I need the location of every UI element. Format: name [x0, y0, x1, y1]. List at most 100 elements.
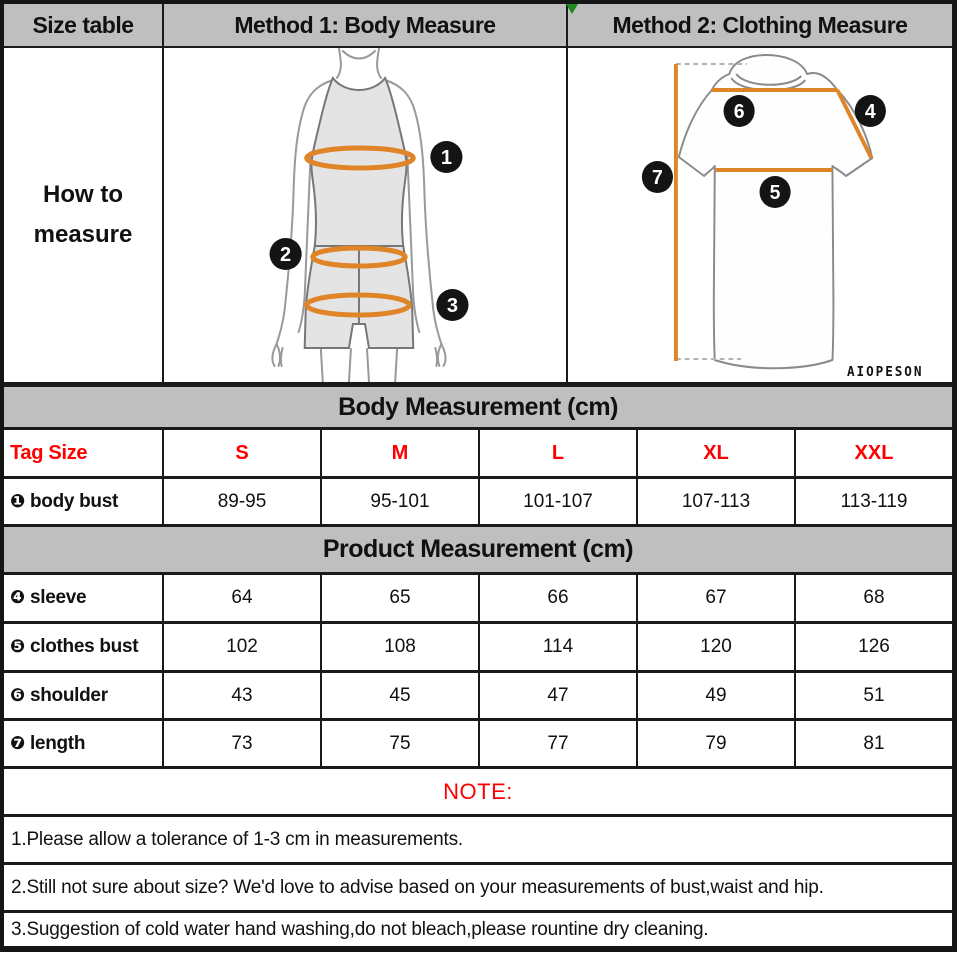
body-measurement-band: Body Measurement (cm) [4, 387, 952, 427]
how-to-measure-cell: How to measure [4, 48, 162, 382]
body-bust-m: 95-101 [322, 479, 478, 524]
size-col-xxl: XXL [796, 430, 952, 476]
marker-2-icon: 2 [269, 238, 302, 270]
tank-top-shape [310, 76, 408, 247]
sleeve-label-cell: ❹ sleeve [4, 575, 162, 621]
note-row-3: 3.Suggestion of cold water hand washing,… [4, 913, 952, 946]
note-title-row: NOTE: [4, 769, 952, 814]
marker-5-icon: 5 [759, 176, 791, 208]
shoulder-m: 45 [322, 673, 478, 718]
shoulder-row: ❻ shoulder 43 45 47 49 51 [4, 673, 952, 718]
marker-7-glyph: ❼ [10, 732, 25, 754]
clothes-bust-m: 108 [322, 624, 478, 670]
method2-title: Method 2: Clothing Measure [612, 11, 908, 38]
measuring-tape-icon [304, 145, 416, 318]
marker-1-icon: 1 [430, 141, 463, 173]
how-to-measure-label: How to measure [33, 181, 133, 248]
body-bust-label-cell: ❶ body bust [4, 479, 162, 524]
clothes-bust-row: ❺ clothes bust 102 108 114 120 126 [4, 624, 952, 670]
marker-7-icon: 7 [641, 161, 673, 193]
note-2-text: 2.Still not sure about size? We'd love t… [11, 876, 824, 898]
shoulder-label-cell: ❻ shoulder [4, 673, 162, 718]
marker-4-icon: 4 [854, 95, 886, 127]
header-method2: Method 2: Clothing Measure [566, 4, 952, 46]
length-xxl: 81 [796, 721, 952, 766]
clothes-bust-l: 114 [480, 624, 636, 670]
length-xl: 79 [638, 721, 794, 766]
shoulder-xl: 49 [638, 673, 794, 718]
clothes-bust-xl: 120 [638, 624, 794, 670]
tag-size-row: Tag Size S M L XL XXL [4, 430, 952, 476]
brand-text: AIOPESON [847, 365, 923, 380]
note-row-2: 2.Still not sure about size? We'd love t… [4, 865, 952, 910]
size-col-l: L [480, 430, 636, 476]
sleeve-m: 65 [322, 575, 478, 621]
sleeve-s: 64 [164, 575, 320, 621]
svg-text:7: 7 [652, 167, 663, 189]
svg-text:4: 4 [865, 101, 876, 123]
clothing-measure-illustration: 6 4 5 7 AIOPESON [568, 48, 952, 382]
body-measurement-title: Body Measurement (cm) [338, 392, 618, 421]
length-label-cell: ❼ length [4, 721, 162, 766]
header-method1: Method 1: Body Measure [164, 4, 566, 46]
marker-6-icon: 6 [723, 95, 755, 127]
shoulder-xxl: 51 [796, 673, 952, 718]
method1-title: Method 1: Body Measure [234, 11, 496, 38]
marker-6-glyph: ❻ [10, 684, 25, 706]
shoulder-label: shoulder [29, 684, 108, 706]
length-label: length [29, 732, 86, 754]
body-bust-row: ❶ body bust 89-95 95-101 101-107 107-113… [4, 479, 952, 524]
body-bust-label: body bust [29, 490, 119, 512]
length-l: 77 [480, 721, 636, 766]
size-col-s: S [164, 430, 320, 476]
size-col-m: M [322, 430, 478, 476]
measure-lines-icon [673, 64, 874, 361]
sleeve-l: 66 [480, 575, 636, 621]
note-title: NOTE: [443, 778, 513, 804]
sleeve-xl: 67 [638, 575, 794, 621]
marker-1-glyph: ❶ [10, 490, 25, 512]
svg-text:3: 3 [447, 295, 458, 317]
length-row: ❼ length 73 75 77 79 81 [4, 721, 952, 766]
svg-text:6: 6 [734, 101, 745, 123]
clothes-bust-label: clothes bust [29, 636, 139, 657]
body-bust-xxl: 113-119 [796, 479, 952, 524]
sleeve-label: sleeve [29, 587, 87, 608]
green-corner-icon [566, 4, 578, 14]
tag-size-cell: Tag Size [4, 430, 162, 476]
tshirt-shape [677, 54, 874, 370]
size-table-label: Size table [32, 11, 134, 38]
note-row-1: 1.Please allow a tolerance of 1-3 cm in … [4, 817, 952, 862]
clothes-bust-s: 102 [164, 624, 320, 670]
body-figure-icon: 1 2 3 [269, 48, 469, 382]
svg-text:5: 5 [770, 182, 781, 204]
sleeve-row: ❹ sleeve 64 65 66 67 68 [4, 575, 952, 621]
header-size-table: Size table [4, 4, 162, 46]
length-m: 75 [322, 721, 478, 766]
product-measurement-title: Product Measurement (cm) [322, 535, 634, 563]
shoulder-l: 47 [480, 673, 636, 718]
guide-dashes [675, 63, 747, 360]
body-bust-xl: 107-113 [638, 479, 794, 524]
top-section: Size table Method 1: Body Measure Method… [4, 4, 952, 384]
tag-size-label: Tag Size [10, 441, 88, 464]
size-col-xl: XL [638, 430, 794, 476]
body-measure-illustration: 1 2 3 [164, 48, 566, 382]
note-3-text: 3.Suggestion of cold water hand washing,… [11, 918, 709, 940]
svg-text:1: 1 [441, 147, 452, 169]
marker-3-icon: 3 [436, 289, 469, 321]
clothes-bust-label-cell: ❺ clothes bust [4, 624, 162, 670]
clothes-bust-xxl: 126 [796, 624, 952, 670]
length-s: 73 [164, 721, 320, 766]
marker-4-glyph: ❹ [10, 587, 25, 608]
marker-5-glyph: ❺ [10, 636, 25, 657]
product-measurement-band: Product Measurement (cm) [4, 527, 952, 572]
svg-text:2: 2 [280, 244, 291, 266]
tshirt-icon: 6 4 5 7 AIOPESON [641, 54, 923, 380]
sleeve-xxl: 68 [796, 575, 952, 621]
shoulder-s: 43 [164, 673, 320, 718]
body-bust-l: 101-107 [480, 479, 636, 524]
note-1-text: 1.Please allow a tolerance of 1-3 cm in … [11, 828, 463, 850]
